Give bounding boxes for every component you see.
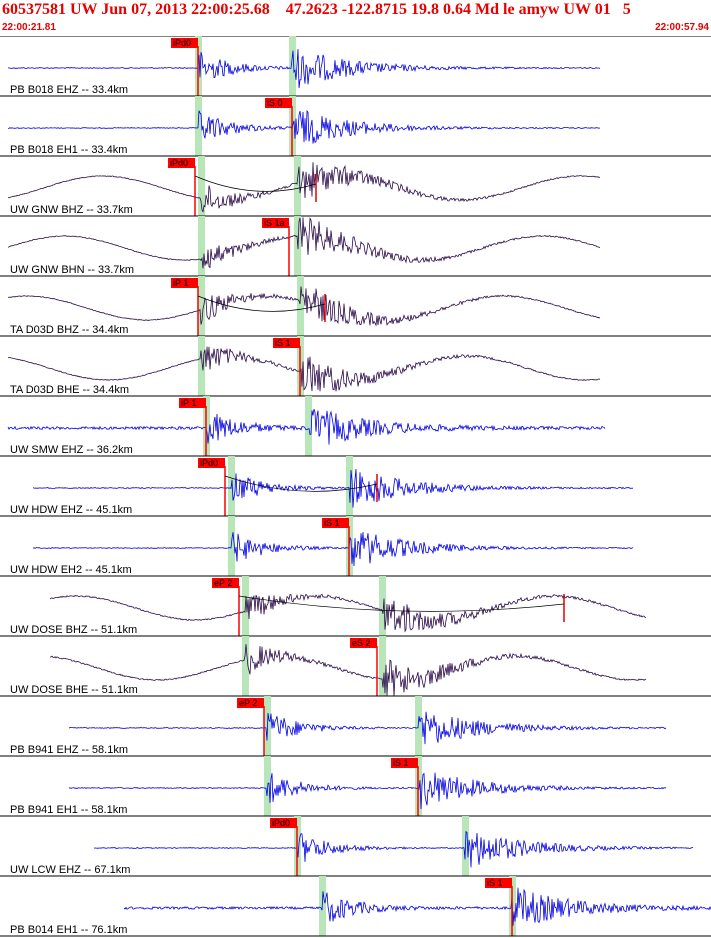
pick-box (168, 158, 195, 168)
trace-label: PB B018 EHZ -- 33.4km (10, 84, 128, 96)
seismogram-panel[interactable]: iPd0 PB B018 EHZ -- 33.4km iS 0 PB B018 EH1… (0, 36, 711, 938)
trace-label: PB B018 EH1 -- 33.4km (10, 144, 127, 156)
trace-label: TA D03D BHZ -- 34.4km (10, 324, 128, 336)
waveform-trace (123, 887, 711, 926)
waveform-trace (32, 469, 634, 508)
waveform-trace (7, 109, 601, 144)
s-phase-band (294, 156, 301, 216)
header: 60537581 UW Jun 07, 2013 22:00:25.68 47.… (0, 0, 711, 36)
fit-curve (238, 595, 565, 612)
pick-label: iS 1 (275, 338, 291, 348)
trace-label: PB B941 EHZ -- 58.1km (10, 744, 128, 756)
fit-curve (194, 175, 317, 192)
pick-box (322, 518, 349, 528)
s-phase-band (379, 576, 386, 636)
pick-label: iPd0 (170, 158, 188, 168)
pick-label: eP 2 (214, 578, 232, 588)
pick-label: iS 1 (393, 758, 409, 768)
trace-label: UW HDW EHZ -- 45.1km (10, 504, 132, 516)
pick-box (171, 278, 198, 288)
waveform-trace (7, 162, 601, 213)
pick-box (265, 98, 292, 108)
p-phase-band (198, 336, 205, 396)
pick-label: iS 1 (487, 878, 503, 888)
pick-box (350, 638, 377, 648)
trace-label: PB B014 EH1 -- 76.1km (10, 924, 127, 936)
pick-label: eS 2 (352, 638, 371, 648)
pick-label: iP 1 (181, 398, 196, 408)
waveform-trace (49, 593, 647, 633)
trace-label: PB B941 EH1 -- 58.1km (10, 804, 127, 816)
pick-box (273, 338, 300, 348)
pick-box (391, 758, 418, 768)
trace-label: UW GNW BHZ -- 33.7km (10, 204, 133, 216)
fit-curve (224, 475, 378, 492)
fit-curve (197, 295, 326, 312)
trace-label: TA D03D BHE -- 34.4km (10, 384, 129, 396)
waveform-trace (7, 49, 601, 89)
pick-box (485, 878, 512, 888)
s-phase-band (289, 36, 296, 96)
trace-label: UW LCW EHZ -- 67.1km (10, 864, 130, 876)
trace-label: UW GNW BHN -- 33.7km (10, 264, 134, 276)
event-title: 60537581 UW Jun 07, 2013 22:00:25.68 47.… (2, 1, 631, 18)
pick-box (270, 818, 297, 828)
pick-label: iS 1 (324, 518, 340, 528)
p-phase-band (198, 276, 205, 336)
pick-box (237, 698, 264, 708)
waveform-trace (49, 644, 647, 697)
pick-box (198, 458, 225, 468)
p-phase-band (198, 156, 205, 216)
waveform-trace (68, 711, 667, 745)
waveform-trace (32, 532, 634, 567)
pick-label: iPd0 (173, 38, 191, 48)
waveform-trace (7, 217, 601, 269)
waveform-trace (93, 830, 694, 868)
pick-label: iPd0 (200, 458, 218, 468)
start-time: 22:00:21.81 (2, 22, 56, 33)
waveform-trace (7, 408, 606, 445)
pick-label: iPd0 (272, 818, 290, 828)
pick-box (212, 578, 239, 588)
pick-box (171, 38, 198, 48)
trace-label: UW SMW EHZ -- 36.2km (10, 444, 133, 456)
pick-label: iS 1a (264, 218, 285, 228)
waveform-trace (7, 286, 601, 327)
s-phase-band (305, 396, 312, 456)
s-phase-band (297, 276, 304, 336)
trace-label: UW DOSE BHE -- 51.1km (10, 684, 138, 696)
s-phase-band (346, 456, 353, 516)
pick-label: iS 0 (267, 98, 283, 108)
p-phase-band (198, 216, 205, 276)
p-phase-band (195, 96, 202, 156)
pick-box (179, 398, 206, 408)
end-time: 22:00:57.94 (655, 22, 709, 33)
pick-box (262, 218, 289, 228)
pick-label: iP 1 (173, 278, 188, 288)
waveform-trace (68, 772, 667, 810)
s-phase-band (379, 636, 386, 696)
trace-label: UW HDW EH2 -- 45.1km (10, 564, 132, 576)
waveform-trace (7, 346, 601, 392)
p-phase-band (242, 636, 249, 696)
pick-label: eP 2 (239, 698, 257, 708)
trace-label: UW DOSE BHZ -- 51.1km (10, 624, 137, 636)
